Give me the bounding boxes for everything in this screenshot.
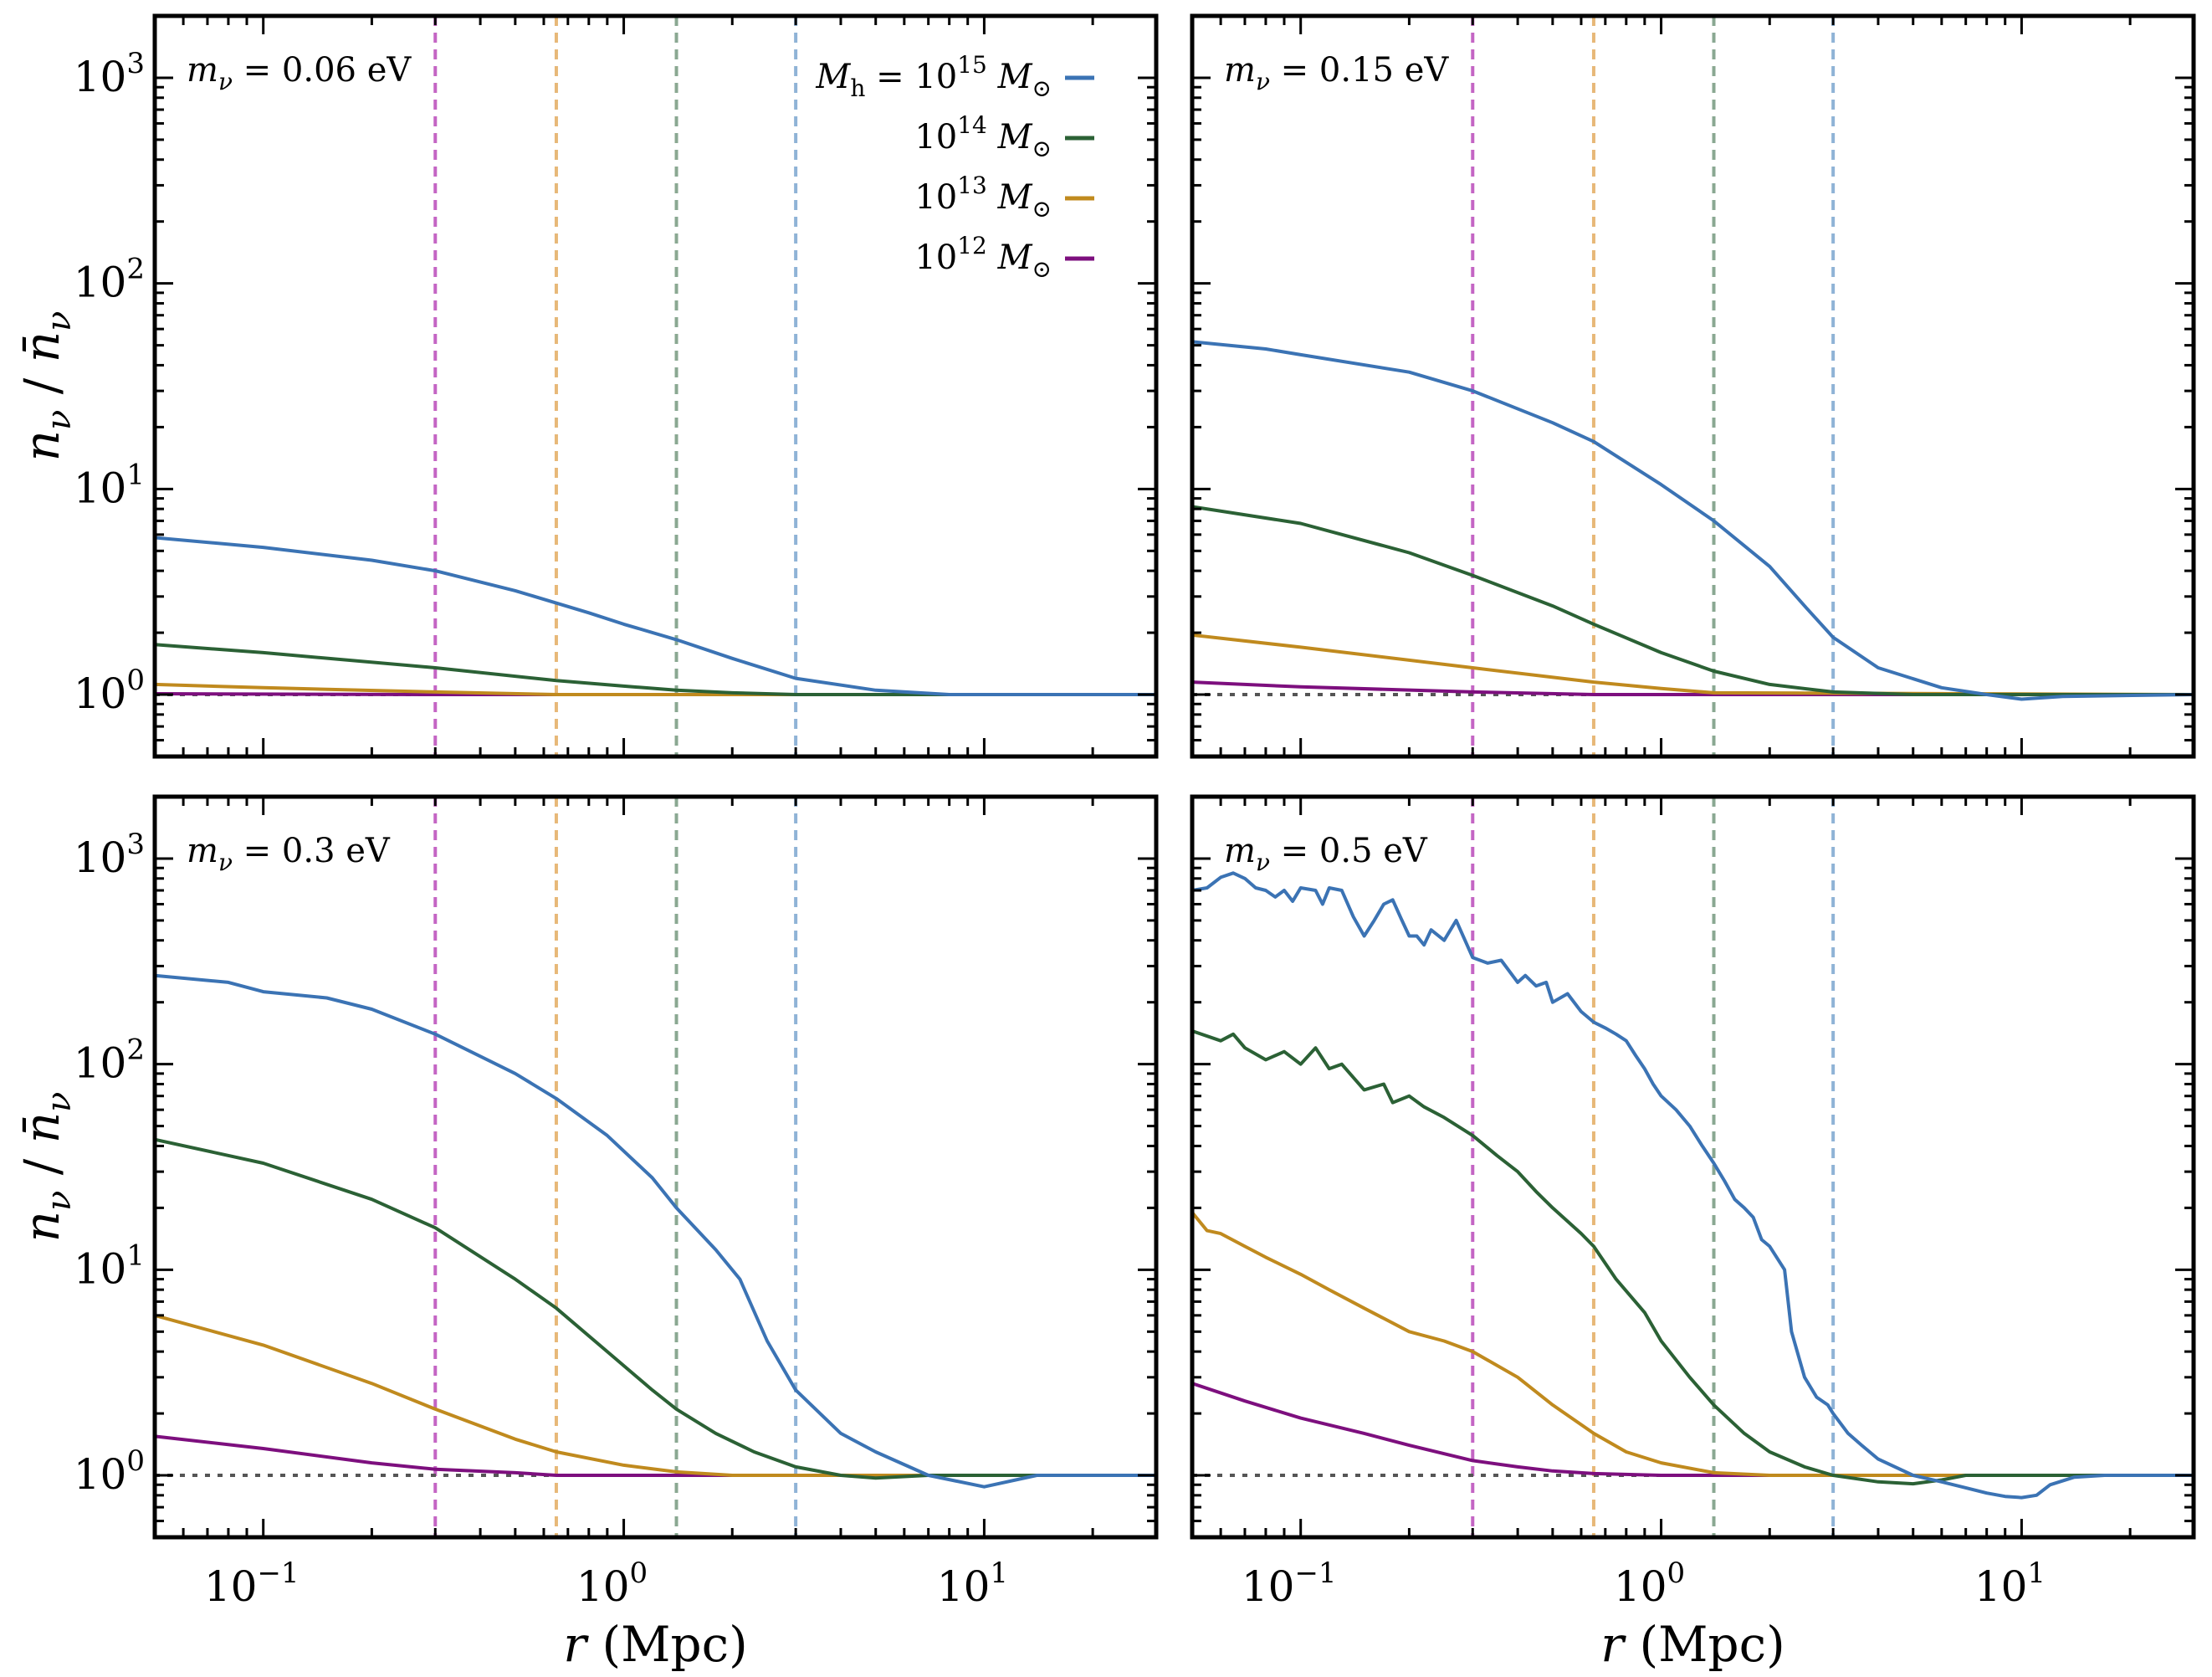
legend-label: Mh = 1015 M⊙ [815,51,1052,102]
series-line-m1e13 [1192,1211,2194,1477]
panel-frame [1190,794,2196,1540]
legend-item-m1e14: 1014 M⊙ [914,111,1094,162]
y-tick-label: 100 [74,1444,145,1499]
legend-label: 1014 M⊙ [914,111,1052,162]
y-tick-label: 102 [74,1033,145,1088]
series-line-m1e13 [155,1313,1156,1477]
x-tick-label: 101 [937,1556,1008,1611]
series-line-m1e14 [155,643,1156,696]
series-line-m1e15 [155,973,1156,1489]
y-tick-label: 103 [74,47,145,101]
panel-frame [1190,13,2196,759]
panel-bottom-right: 10−1 100 101 r (Mpc) mν = 0.5 eV [1190,794,2196,1673]
series-line-m1e13 [1192,633,2194,696]
x-axis-label: r (Mpc) [1600,1616,1784,1673]
y-tick-label: 101 [74,458,145,512]
series-line-m1e12 [155,1434,1156,1477]
series-line-m1e15 [1192,340,2194,701]
series-line-m1e14 [1192,1029,2194,1486]
series-line-m1e15 [155,536,1156,696]
series-line-m1e14 [155,1137,1156,1480]
panel-frame [152,13,1159,759]
panel-label: mν = 0.5 eV [1224,832,1428,876]
panel-top-left: 100 101 102 103 nν / n̄ν mν = 0.06 eV [13,13,1159,759]
x-tick-label: 10−1 [204,1556,300,1611]
legend-item-m1e13: 1013 M⊙ [914,172,1094,223]
panel-frame [152,794,1159,1540]
x-tick-label: 101 [1974,1556,2046,1611]
panel-label: mν = 0.3 eV [187,832,391,876]
plot-area [1192,797,2194,1537]
series-line-m1e13 [155,682,1156,696]
panel-label: mν = 0.06 eV [187,51,412,95]
panel-label: mν = 0.15 eV [1224,51,1449,95]
y-tick-label: 103 [74,828,145,882]
panel-bottom-left: 100 101 102 103 10−1 100 101 r (Mpc) nν / n̄ν mν … [13,794,1159,1673]
series-line-m1e12 [1192,1382,2194,1477]
legend-item-m1e12: 1012 M⊙ [914,232,1094,283]
y-tick-label: 102 [74,253,145,307]
legend: Mh = 1015 M⊙ 1014 M⊙ 1013 M⊙ 1012 M⊙ [815,51,1094,283]
plot-area [155,797,1156,1537]
plot-area [1192,16,2194,756]
series-line-m1e14 [1192,505,2194,696]
y-axis-label: nν / n̄ν [13,1092,79,1243]
legend-label: 1013 M⊙ [914,172,1052,223]
x-tick-label: 100 [1614,1556,1685,1611]
x-axis-label: r (Mpc) [563,1616,747,1673]
x-tick-label: 10−1 [1242,1556,1337,1611]
series-line-m1e15 [1192,871,2194,1500]
y-axis-label: nν / n̄ν [13,311,79,462]
legend-item-m1e15: Mh = 1015 M⊙ [815,51,1094,102]
y-tick-label: 100 [74,664,145,718]
x-tick-label: 100 [576,1556,648,1611]
y-tick-label: 101 [74,1239,145,1293]
panel-top-right: mν = 0.15 eV [1190,13,2196,759]
legend-label: 1012 M⊙ [914,232,1052,283]
plot-area [155,16,1156,756]
